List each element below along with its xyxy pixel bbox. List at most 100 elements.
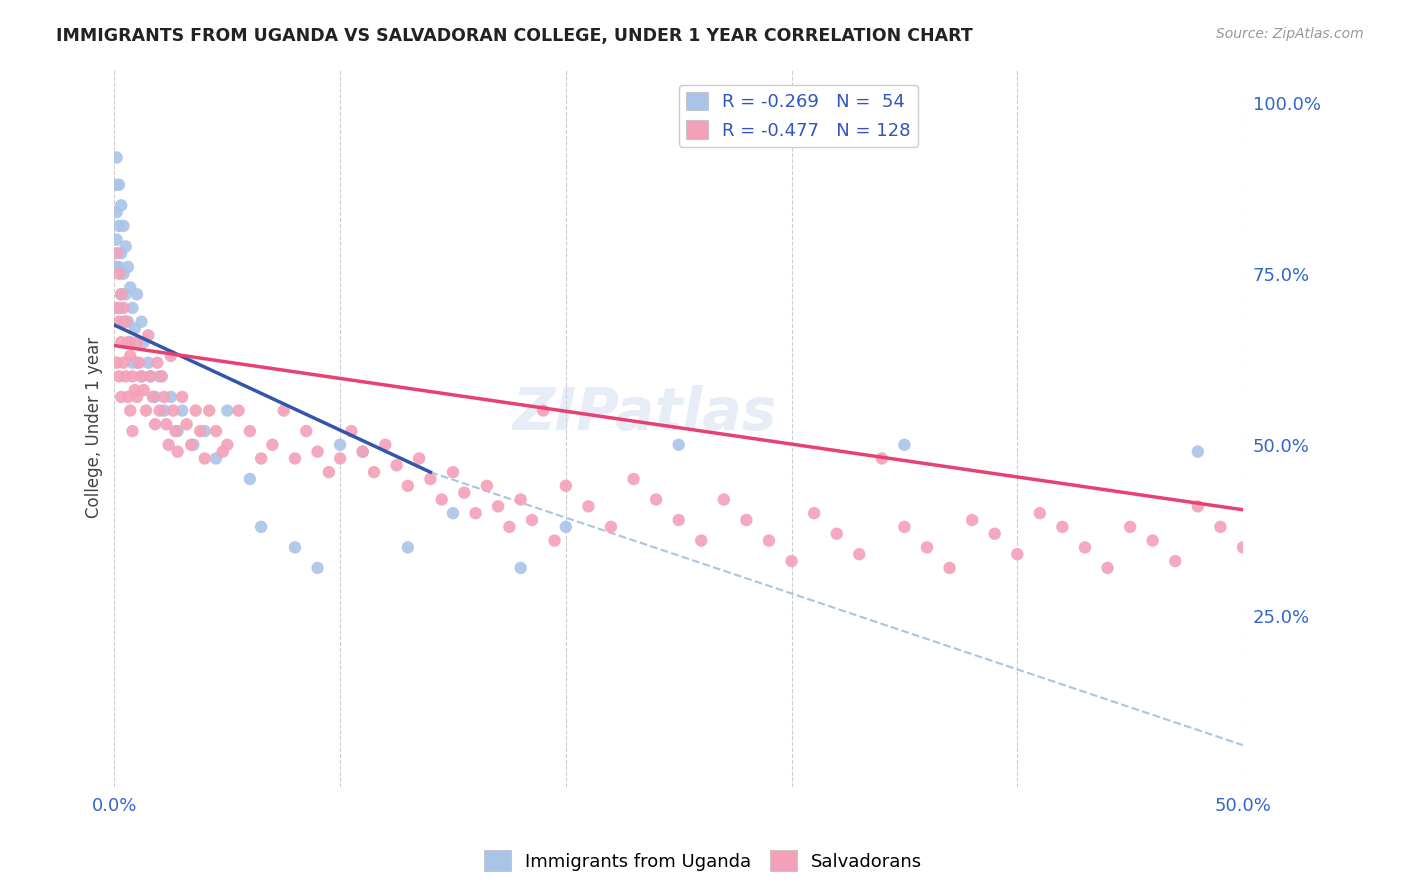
Point: [120, 280, 142, 294]
Point: [125, 335, 148, 350]
Point: [983, 526, 1005, 541]
Point: [150, 369, 173, 384]
Point: [183, 438, 205, 452]
Point: [108, 369, 131, 384]
Point: [112, 267, 135, 281]
Point: [374, 438, 396, 452]
Point: [110, 287, 132, 301]
Point: [1209, 520, 1232, 534]
Point: [217, 403, 239, 417]
Point: [352, 444, 374, 458]
Point: [340, 424, 363, 438]
Point: [128, 356, 150, 370]
Point: [105, 246, 128, 260]
Point: [117, 315, 139, 329]
Point: [176, 417, 198, 432]
Point: [352, 444, 374, 458]
Point: [143, 417, 166, 432]
Point: [132, 335, 155, 350]
Point: [105, 301, 128, 315]
Point: [486, 500, 509, 514]
Point: [166, 424, 188, 438]
Point: [112, 301, 135, 315]
Point: [131, 315, 153, 329]
Point: [1277, 506, 1299, 520]
Point: [125, 356, 148, 370]
Point: [172, 403, 194, 417]
Point: [148, 403, 170, 417]
Point: [217, 438, 239, 452]
Text: Source: ZipAtlas.com: Source: ZipAtlas.com: [1216, 27, 1364, 41]
Point: [125, 390, 148, 404]
Point: [121, 369, 143, 384]
Point: [165, 424, 187, 438]
Point: [117, 335, 139, 350]
Point: [780, 554, 803, 568]
Point: [1029, 506, 1052, 520]
Point: [114, 287, 136, 301]
Point: [162, 403, 184, 417]
Point: [139, 369, 162, 384]
Point: [125, 287, 148, 301]
Point: [112, 219, 135, 233]
Point: [1299, 526, 1322, 541]
Point: [1007, 547, 1029, 561]
Point: [396, 479, 419, 493]
Point: [124, 383, 146, 397]
Point: [239, 472, 262, 486]
Point: [180, 438, 202, 452]
Point: [194, 424, 217, 438]
Point: [124, 321, 146, 335]
Point: [105, 233, 128, 247]
Point: [295, 424, 318, 438]
Text: IMMIGRANTS FROM UGANDA VS SALVADORAN COLLEGE, UNDER 1 YEAR CORRELATION CHART: IMMIGRANTS FROM UGANDA VS SALVADORAN COL…: [56, 27, 973, 45]
Point: [803, 506, 825, 520]
Point: [531, 403, 554, 417]
Point: [121, 301, 143, 315]
Point: [825, 526, 848, 541]
Point: [509, 492, 531, 507]
Point: [960, 513, 983, 527]
Point: [114, 239, 136, 253]
Point: [1232, 541, 1254, 555]
Point: [117, 390, 139, 404]
Point: [188, 424, 211, 438]
Point: [120, 335, 142, 350]
Point: [1097, 561, 1119, 575]
Point: [453, 485, 475, 500]
Point: [108, 301, 131, 315]
Point: [108, 219, 131, 233]
Point: [198, 403, 221, 417]
Point: [554, 520, 576, 534]
Point: [250, 520, 273, 534]
Point: [108, 267, 131, 281]
Point: [576, 500, 599, 514]
Point: [135, 403, 157, 417]
Point: [146, 356, 169, 370]
Point: [131, 369, 153, 384]
Text: ZIPatlas: ZIPatlas: [513, 384, 778, 442]
Point: [385, 458, 408, 473]
Point: [143, 390, 166, 404]
Point: [307, 444, 329, 458]
Point: [105, 356, 128, 370]
Point: [112, 356, 135, 370]
Point: [329, 438, 352, 452]
Point: [1119, 520, 1142, 534]
Point: [600, 520, 623, 534]
Point: [1367, 506, 1389, 520]
Point: [157, 438, 180, 452]
Point: [262, 438, 284, 452]
Point: [520, 513, 543, 527]
Point: [1187, 444, 1209, 458]
Point: [121, 424, 143, 438]
Point: [1142, 533, 1164, 548]
Point: [105, 205, 128, 219]
Point: [690, 533, 713, 548]
Point: [329, 451, 352, 466]
Point: [1254, 492, 1277, 507]
Point: [105, 260, 128, 274]
Point: [110, 198, 132, 212]
Point: [543, 533, 565, 548]
Point: [363, 465, 385, 479]
